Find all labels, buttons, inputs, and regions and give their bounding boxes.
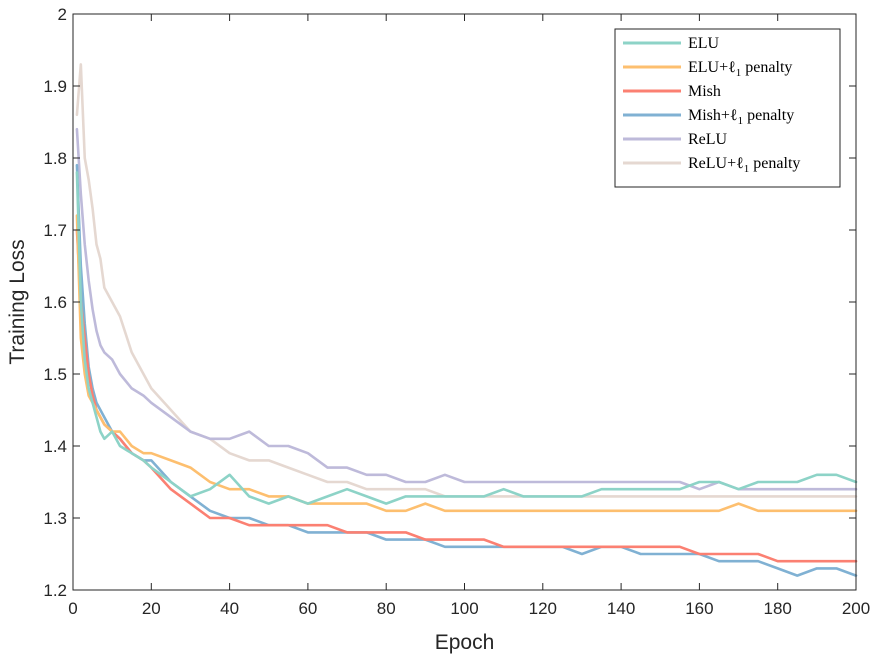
x-tick-label: 60 [298, 599, 317, 618]
legend-box [614, 28, 841, 188]
x-tick-label: 40 [220, 599, 239, 618]
y-tick-label: 1.2 [43, 581, 67, 600]
x-tick-label: 80 [377, 599, 396, 618]
x-tick-label: 140 [607, 599, 635, 618]
y-tick-label: 1.8 [43, 149, 67, 168]
y-tick-label: 1.6 [43, 293, 67, 312]
x-tick-label: 120 [529, 599, 557, 618]
y-tick-label: 1.3 [43, 509, 67, 528]
x-tick-label: 20 [142, 599, 161, 618]
y-axis-label: Training Loss [6, 239, 29, 364]
ticks-layer: 0 20 40 60 80 100 120 140 160 180 200 1.2 1.3 1.4 1.5 1… [43, 5, 870, 618]
legend: ELU ELU+ℓ1 penalty Mish Mish+ℓ1 penalty ReLU… [614, 28, 841, 188]
series-line-5 [75, 63, 858, 498]
y-tick-label: 1.9 [43, 77, 67, 96]
y-tick-label: 1.4 [43, 437, 67, 456]
series-line-4 [75, 127, 858, 491]
x-tick-label: 0 [68, 599, 77, 618]
series-line-0 [75, 171, 858, 505]
legend-label-0: ELU [688, 35, 720, 52]
legend-label-4: ReLU [688, 131, 728, 148]
x-tick-label: 160 [685, 599, 713, 618]
series-layer [75, 63, 858, 577]
legend-label-2: Mish [688, 83, 721, 100]
y-tick-label: 2 [58, 5, 67, 24]
x-axis-label: Epoch [435, 631, 495, 654]
y-tick-label: 1.7 [43, 221, 67, 240]
x-tick-label: 180 [764, 599, 792, 618]
legend-label-3: Mish+ℓ1 penalty [688, 107, 794, 127]
legend-label-1: ELU+ℓ1 penalty [688, 59, 792, 79]
x-tick-label: 200 [842, 599, 870, 618]
legend-label-5: ReLU+ℓ1 penalty [688, 155, 800, 175]
y-tick-label: 1.5 [43, 365, 67, 384]
x-tick-label: 100 [450, 599, 478, 618]
